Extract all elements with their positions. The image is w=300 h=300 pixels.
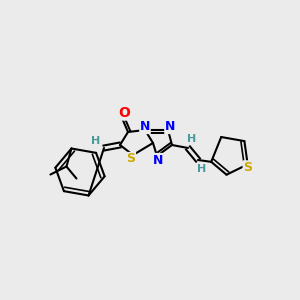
Text: S: S xyxy=(243,161,252,174)
Text: N: N xyxy=(140,121,150,134)
Text: N: N xyxy=(165,121,175,134)
Text: H: H xyxy=(92,136,100,146)
Text: S: S xyxy=(127,152,136,166)
Text: O: O xyxy=(118,106,130,120)
Text: H: H xyxy=(197,164,207,174)
Text: N: N xyxy=(153,154,163,166)
Text: H: H xyxy=(188,134,196,144)
